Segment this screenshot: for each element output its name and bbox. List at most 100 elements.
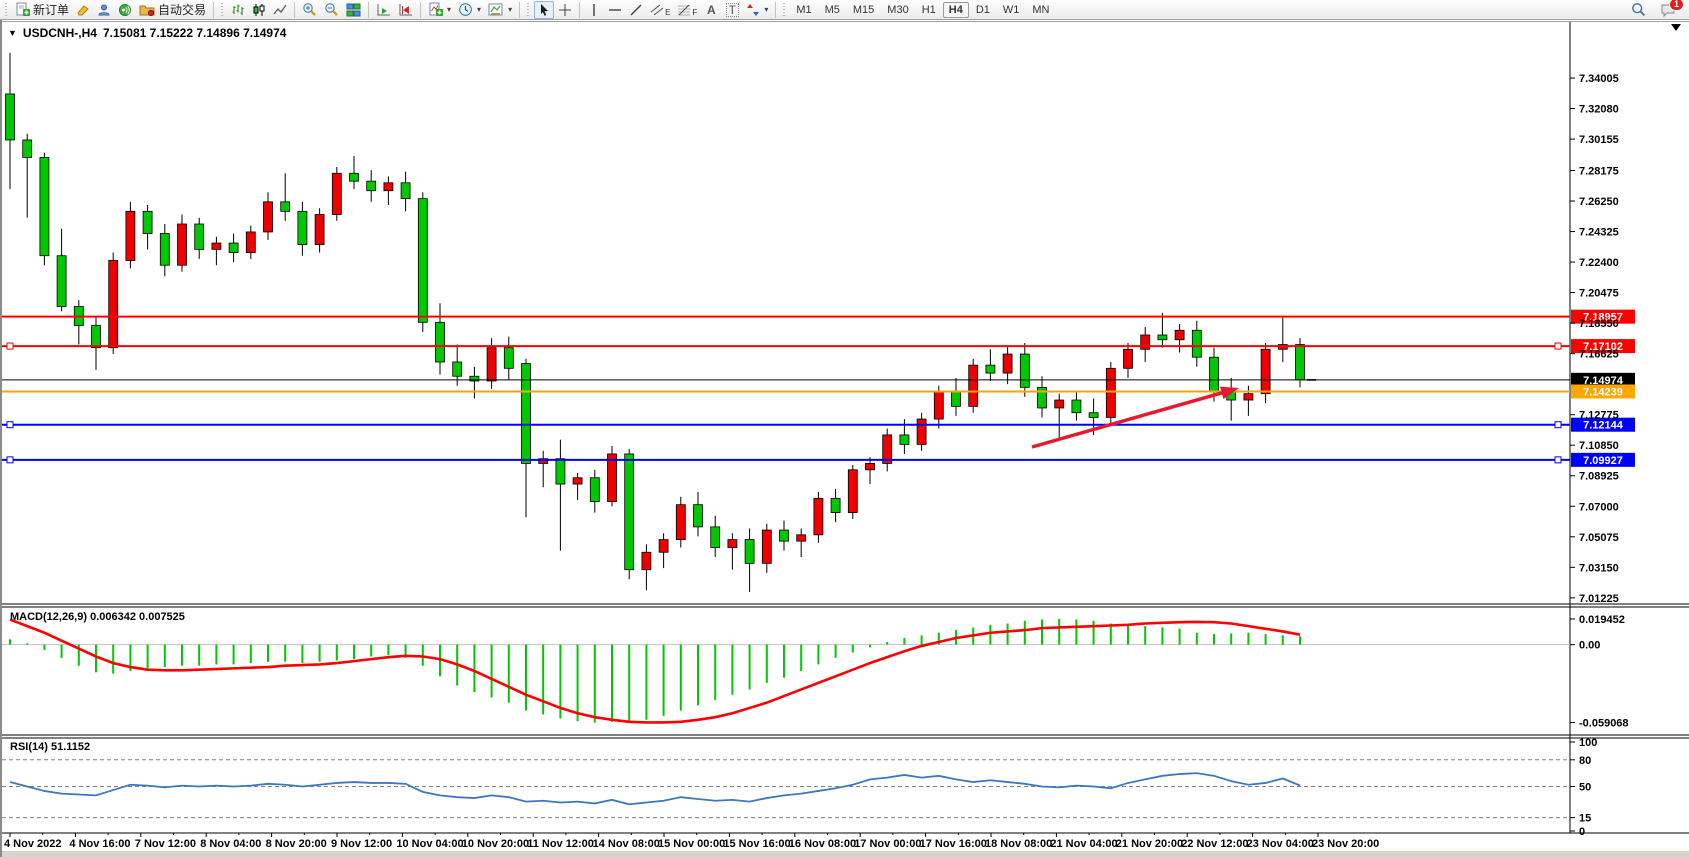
tile-windows-button[interactable] xyxy=(343,1,364,19)
candle[interactable] xyxy=(985,349,996,381)
macd-panel[interactable]: 0.019452 0.00 -0.059068 xyxy=(2,614,1629,730)
macd-rsi-separator[interactable] xyxy=(2,734,1689,739)
candle[interactable] xyxy=(108,252,119,355)
candle[interactable] xyxy=(1260,342,1271,404)
candle[interactable] xyxy=(366,170,377,202)
timeframe-button-MN[interactable]: MN xyxy=(1032,3,1050,16)
candle[interactable] xyxy=(331,166,342,221)
search-button[interactable] xyxy=(1628,1,1649,19)
candle[interactable] xyxy=(1191,320,1202,367)
candlestick-chart-button[interactable] xyxy=(249,1,269,19)
candle[interactable] xyxy=(830,488,841,523)
hline-7.14239[interactable]: 7.14239 xyxy=(2,384,1635,399)
hline-7.09927[interactable]: 7.09927 xyxy=(2,452,1635,467)
vertical-line-tool[interactable] xyxy=(584,1,604,19)
candle[interactable] xyxy=(744,528,755,592)
candle[interactable] xyxy=(1105,361,1116,424)
hline-7.18957[interactable]: 7.18957 xyxy=(2,309,1635,324)
candle[interactable] xyxy=(263,192,273,240)
candle[interactable] xyxy=(1123,342,1133,378)
timeframe-button-M1[interactable]: M1 xyxy=(796,3,812,16)
candle[interactable] xyxy=(1174,323,1185,353)
timeframe-button-H4[interactable]: H4 xyxy=(942,1,969,18)
candle[interactable] xyxy=(813,491,824,543)
timeframe-button-M15[interactable]: M15 xyxy=(852,3,875,16)
trend-arrow-annotation[interactable] xyxy=(1031,386,1239,449)
timeframe-button-W1[interactable]: W1 xyxy=(1002,3,1020,16)
periods-button[interactable]: ▾ xyxy=(455,1,484,19)
new-order-button[interactable]: 新订单 xyxy=(12,1,72,19)
candle[interactable] xyxy=(177,214,187,272)
candle[interactable] xyxy=(1019,342,1030,397)
candle[interactable] xyxy=(796,528,807,558)
crosshair-button[interactable] xyxy=(555,1,575,19)
chart-title-collapse-icon[interactable]: ▼ xyxy=(8,28,17,38)
candle[interactable] xyxy=(572,472,583,500)
candle[interactable] xyxy=(280,173,291,221)
notifications-button[interactable]: 1 xyxy=(1657,0,1684,19)
auto-scroll-button[interactable] xyxy=(373,1,394,19)
candle[interactable] xyxy=(538,450,549,488)
candle[interactable] xyxy=(555,439,566,551)
chart-shift-marker[interactable] xyxy=(1671,24,1681,31)
candle[interactable] xyxy=(693,491,703,537)
candle[interactable] xyxy=(710,515,721,558)
autotrading-button[interactable]: 自动交易 xyxy=(136,1,209,19)
candle[interactable] xyxy=(211,236,222,266)
cursor-button[interactable] xyxy=(534,0,555,19)
zoom-out-button[interactable] xyxy=(321,1,342,19)
candle[interactable] xyxy=(1140,327,1151,362)
candle[interactable] xyxy=(727,533,738,570)
line-handle[interactable] xyxy=(6,421,14,429)
candle[interactable] xyxy=(349,155,359,190)
equidistant-channel-tool[interactable]: E xyxy=(647,1,673,19)
candle[interactable] xyxy=(314,208,325,253)
timeframe-button-D1[interactable]: D1 xyxy=(975,3,990,16)
metaeditor-button[interactable] xyxy=(73,1,93,19)
candle[interactable] xyxy=(417,192,428,332)
candle[interactable] xyxy=(91,315,101,370)
main-macd-separator[interactable] xyxy=(2,603,1689,608)
text-tool[interactable]: A xyxy=(701,1,721,19)
bar-chart-button[interactable] xyxy=(228,1,248,19)
candle[interactable] xyxy=(521,358,531,518)
time-axis[interactable]: 4 Nov 2022 4 Nov 16:00 7 Nov 12:00 8 Nov 04… xyxy=(2,832,1689,850)
candle[interactable] xyxy=(916,412,927,451)
arrows-tool[interactable]: ▾ xyxy=(743,1,771,19)
candle[interactable] xyxy=(882,428,893,472)
candle[interactable] xyxy=(951,377,961,416)
line-handle[interactable] xyxy=(6,342,14,350)
line-handle[interactable] xyxy=(1554,421,1562,429)
candle[interactable] xyxy=(847,465,858,519)
candle[interactable] xyxy=(607,446,617,507)
candle[interactable] xyxy=(1157,312,1168,348)
line-handle[interactable] xyxy=(1554,342,1562,350)
toolbar-grip[interactable] xyxy=(782,2,788,17)
hline-7.14974[interactable]: 7.14974 xyxy=(2,372,1635,387)
candle[interactable] xyxy=(1226,377,1237,421)
line-handle[interactable] xyxy=(1554,456,1562,464)
candle[interactable] xyxy=(435,303,445,375)
candle[interactable] xyxy=(503,336,514,380)
candle[interactable] xyxy=(641,544,652,591)
rsi-panel[interactable]: 100 80 50 150 xyxy=(2,737,1597,838)
toolbar-grip[interactable] xyxy=(4,2,9,17)
candle[interactable] xyxy=(142,204,153,250)
candle[interactable] xyxy=(383,176,394,205)
line-chart-button[interactable] xyxy=(270,1,290,19)
fibonacci-tool[interactable]: F xyxy=(674,1,700,19)
candle[interactable] xyxy=(159,224,170,277)
candle[interactable] xyxy=(1002,346,1013,385)
hline-7.12144[interactable]: 7.12144 xyxy=(2,417,1635,432)
timeframe-button-M5[interactable]: M5 xyxy=(824,3,840,16)
chart-shift-button[interactable] xyxy=(395,1,416,19)
candle[interactable] xyxy=(125,201,136,269)
text-label-tool[interactable]: T xyxy=(722,1,742,19)
price-axis[interactable]: 7.34005 7.32080 7.30155 7.28175 7.26250 7.243… xyxy=(1570,73,1619,605)
timeframe-button-H1[interactable]: H1 xyxy=(921,3,936,16)
candle[interactable] xyxy=(297,201,308,256)
candle[interactable] xyxy=(56,228,67,312)
candle[interactable] xyxy=(194,217,205,259)
candle[interactable] xyxy=(1071,390,1082,421)
